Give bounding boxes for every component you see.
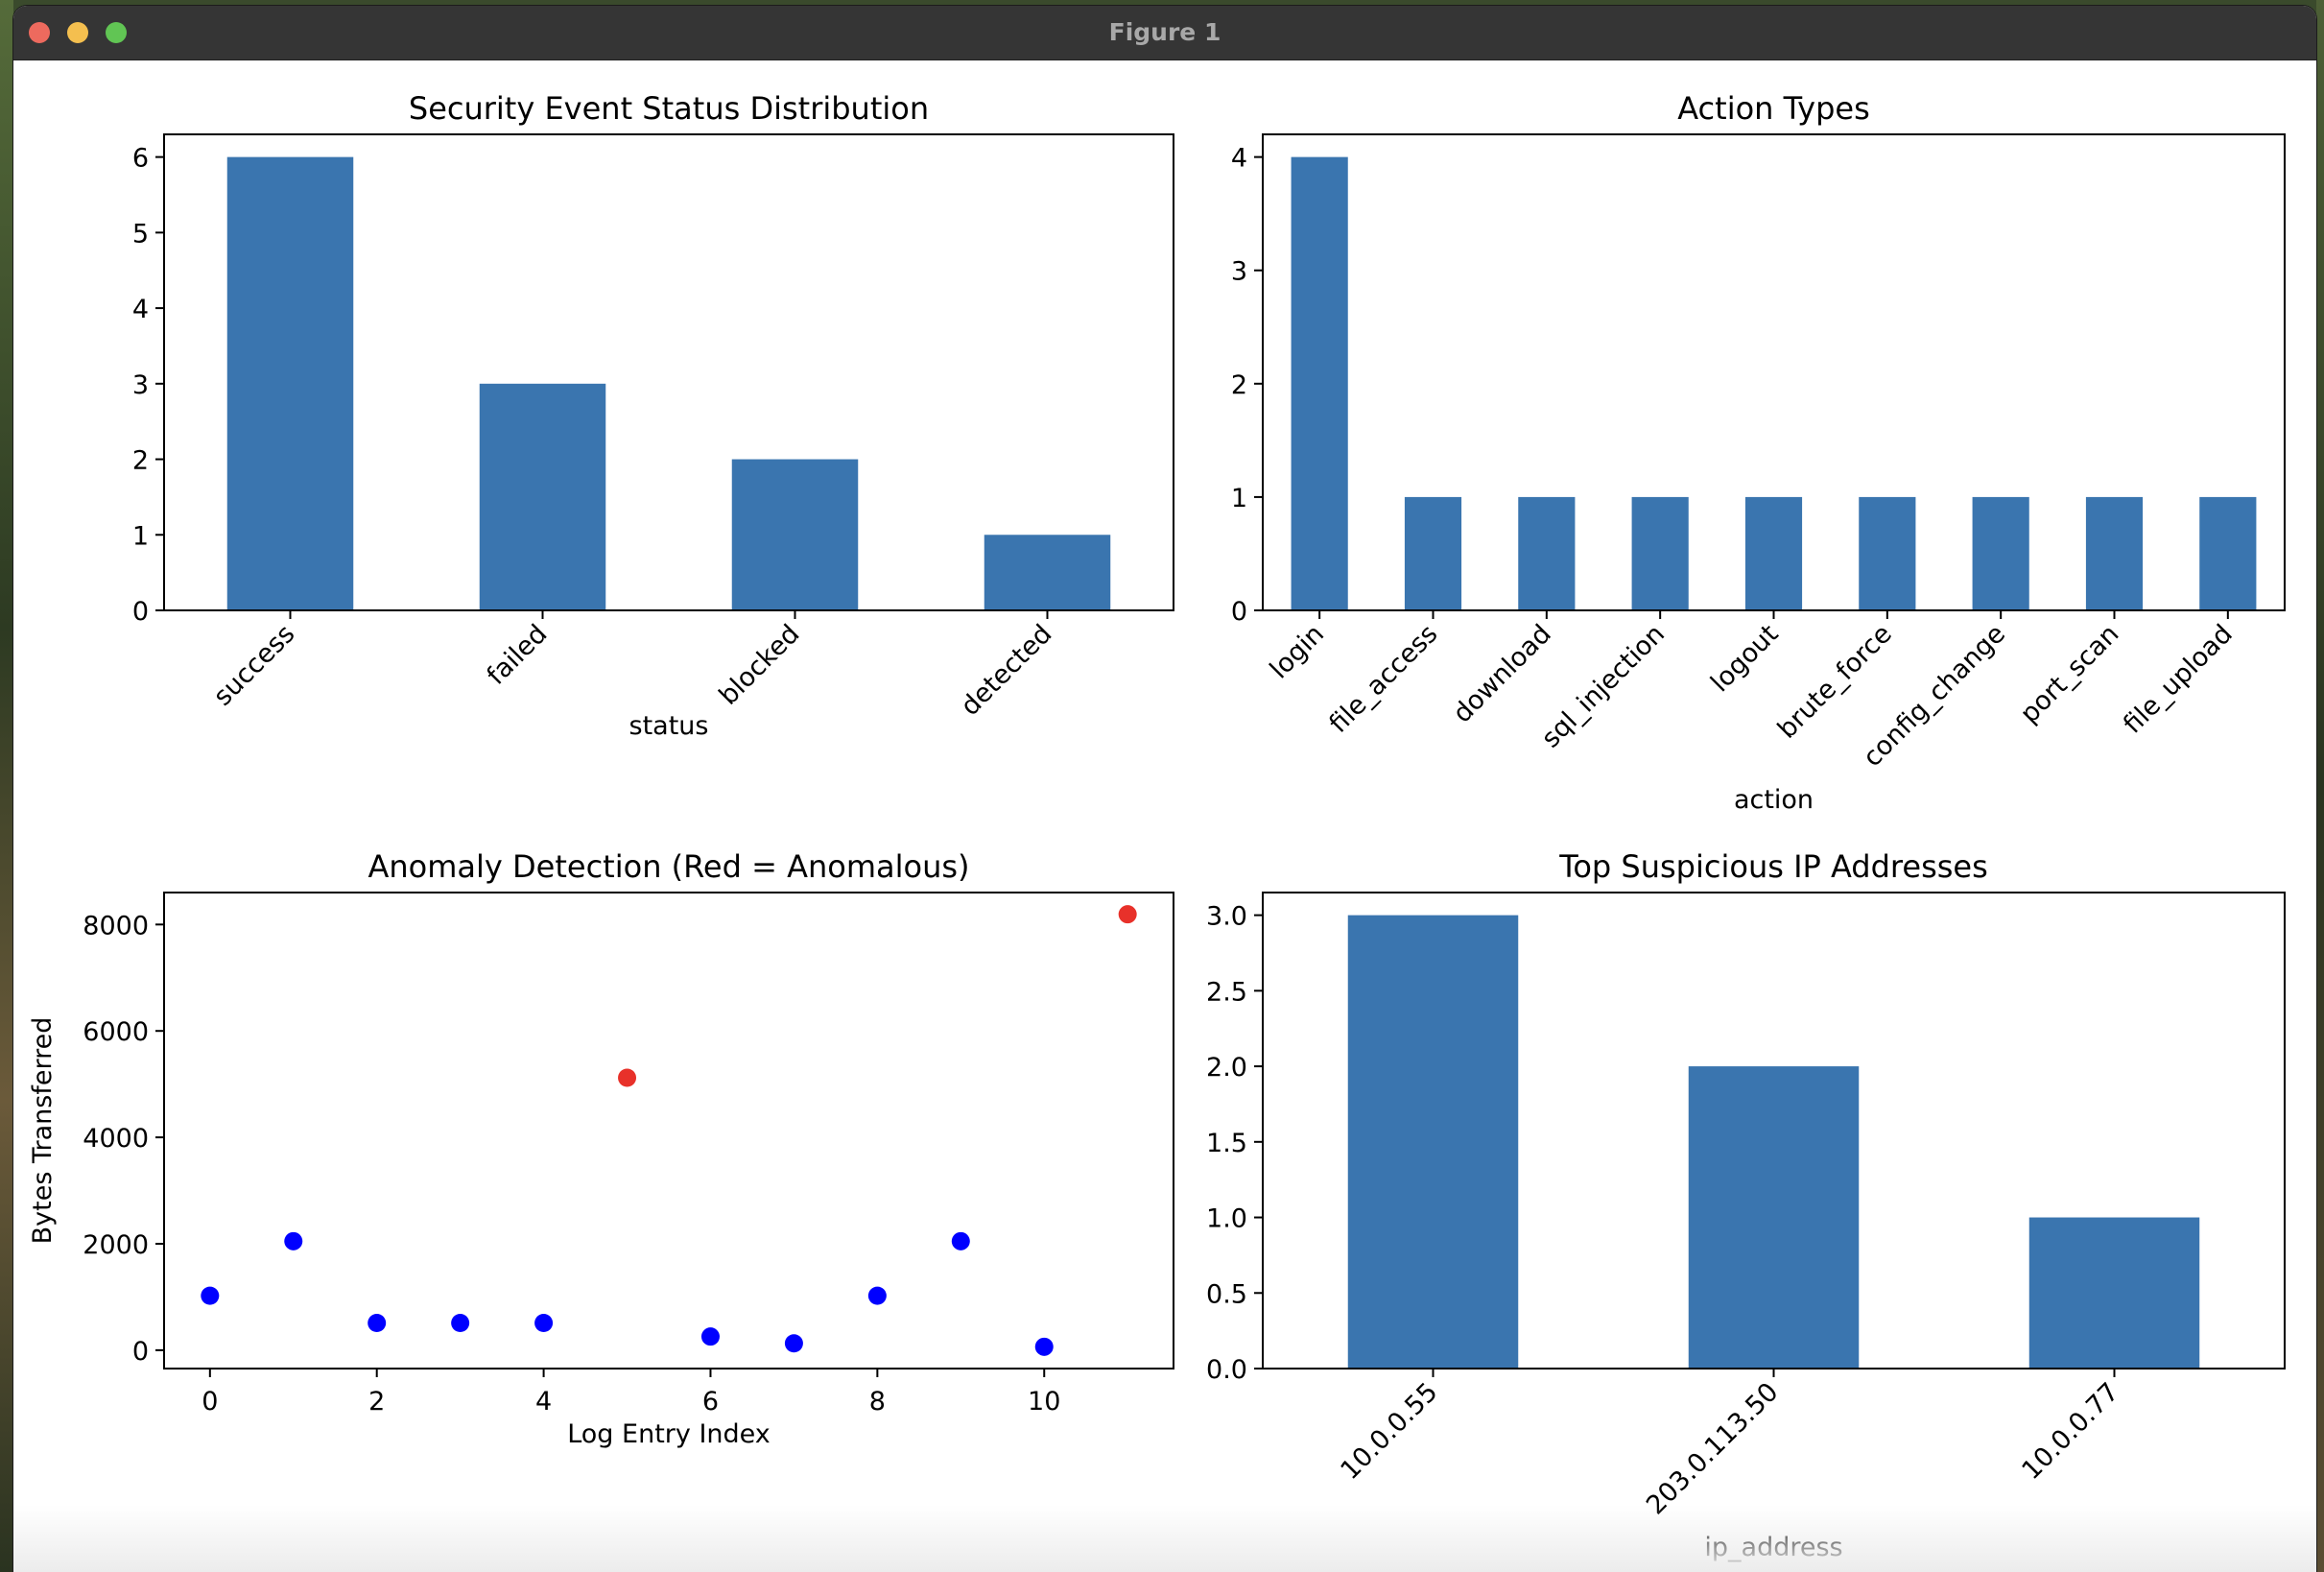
y-tick-label: 3.0	[1206, 902, 1247, 932]
x-tick-label: login	[1265, 619, 1330, 684]
axes-frame	[1262, 133, 2286, 611]
normal-point	[867, 1286, 887, 1305]
x-tick-label: download	[1448, 619, 1557, 728]
y-tick-label: 1.5	[1206, 1129, 1247, 1158]
axes-frame	[163, 133, 1174, 611]
y-tick-label: 1.0	[1206, 1204, 1247, 1234]
normal-point	[1034, 1337, 1054, 1356]
y-tick-label: 4000	[83, 1124, 149, 1154]
normal-point	[284, 1231, 303, 1250]
bar-detected	[984, 535, 1111, 610]
suspicious-ip-chart: 10.0.0.55 203.0.113.50 10.0.0.77 0.0 0.5 1.0 1…	[1206, 848, 2286, 1562]
y-axis-label: Bytes Transferred	[28, 1017, 58, 1245]
status-distribution-chart: success failed blocked detected 0 1 2 3 4 5 6 Secur…	[132, 90, 1174, 741]
y-tick-label: 5	[132, 219, 149, 249]
window-title: Figure 1	[1108, 18, 1221, 46]
y-tick-label: 1	[132, 521, 149, 551]
x-tick-label: 6	[702, 1387, 719, 1417]
axes-frame	[1262, 892, 2286, 1370]
bar-login	[1291, 156, 1348, 610]
x-tick-label: detected	[956, 619, 1058, 722]
x-tick-label: success	[208, 619, 301, 712]
y-tick-label: 2	[132, 446, 149, 476]
desktop-background-left	[0, 0, 13, 1572]
window-bottom-shade	[13, 1505, 2316, 1572]
x-tick-label: port_scan	[2015, 619, 2125, 729]
figure-window: Figure 1 success failed blocked detected 0 1 2…	[13, 6, 2316, 1572]
close-window-button[interactable]	[29, 22, 50, 43]
x-tick-label: 10	[1028, 1387, 1060, 1417]
y-tick-label: 6000	[83, 1017, 149, 1047]
bar-blocked	[731, 459, 859, 610]
minimize-window-button[interactable]	[67, 22, 88, 43]
x-axis-label: status	[629, 711, 709, 741]
y-tick-label: 2.5	[1206, 977, 1247, 1007]
bar-download	[1518, 496, 1576, 610]
chart-title: Anomaly Detection (Red = Anomalous)	[368, 848, 969, 885]
normal-point	[368, 1313, 387, 1332]
axes-frame	[163, 892, 1174, 1370]
window-titlebar[interactable]: Figure 1	[13, 6, 2316, 60]
bar-10-0-0-55	[1347, 915, 1519, 1369]
x-tick-label: 0	[202, 1387, 218, 1417]
x-tick-label: brute_force	[1772, 619, 1898, 745]
anomalous-point	[1118, 905, 1137, 924]
y-tick-label: 3	[132, 370, 149, 400]
x-tick-label: 10.0.0.55	[1335, 1377, 1443, 1486]
maximize-window-button[interactable]	[106, 22, 127, 43]
y-tick-label: 2000	[83, 1230, 149, 1260]
normal-point	[534, 1313, 554, 1332]
bar-10-0-0-77	[2028, 1217, 2200, 1369]
x-tick-label: 8	[869, 1387, 886, 1417]
bar-port-scan	[2085, 496, 2144, 610]
desktop-background-right	[2316, 0, 2324, 1572]
y-tick-label: 1	[1231, 484, 1247, 513]
y-tick-label: 4	[132, 295, 149, 324]
normal-point	[700, 1327, 720, 1346]
x-tick-label: file_access	[1324, 619, 1444, 739]
bar-file-upload	[2199, 496, 2257, 610]
y-tick-label: 0	[132, 1337, 149, 1367]
y-tick-label: 3	[1231, 257, 1247, 287]
anomaly-detection-chart: 0 2 4 6 8 10 0 2000 4000 6000 8000 Anomaly Detectio…	[28, 848, 1174, 1449]
chart-title: Top Suspicious IP Addresses	[1558, 848, 1988, 885]
anomalous-point	[618, 1068, 637, 1087]
y-tick-label: 0	[1231, 597, 1247, 627]
bar-failed	[479, 383, 606, 610]
chart-title: Security Event Status Distribution	[409, 90, 929, 127]
bar-203-0-113-50	[1688, 1066, 1860, 1369]
figure-canvas: success failed blocked detected 0 1 2 3 4 5 6 Secur…	[28, 90, 2286, 1562]
y-tick-label: 0.0	[1206, 1355, 1247, 1385]
x-tick-label: 203.0.113.50	[1641, 1377, 1784, 1520]
chart-title: Action Types	[1677, 90, 1870, 127]
y-tick-label: 0.5	[1206, 1279, 1247, 1309]
bar-success	[226, 156, 354, 610]
x-axis-label: Log Entry Index	[567, 1419, 771, 1449]
y-tick-label: 6	[132, 144, 149, 174]
x-tick-label: failed	[482, 619, 554, 691]
y-tick-label: 4	[1231, 144, 1247, 174]
bar-logout	[1744, 496, 1803, 610]
bar-brute-force	[1859, 496, 1916, 610]
normal-point	[451, 1313, 470, 1332]
y-tick-label: 2	[1231, 370, 1247, 400]
x-tick-label: 2	[368, 1387, 385, 1417]
x-axis-label: action	[1734, 785, 1814, 815]
y-tick-label: 8000	[83, 911, 149, 941]
x-tick-label: file_upload	[2118, 619, 2239, 740]
bar-file-access	[1404, 496, 1462, 610]
x-tick-label: 10.0.0.77	[2016, 1377, 2124, 1486]
y-tick-label: 0	[132, 597, 149, 627]
y-tick-label: 2.0	[1206, 1053, 1247, 1083]
x-tick-label: logout	[1705, 619, 1784, 698]
bar-sql-injection	[1631, 496, 1689, 610]
bar-config-change	[1972, 496, 2029, 610]
x-tick-label: 4	[535, 1387, 552, 1417]
x-tick-label: blocked	[714, 619, 806, 711]
normal-point	[951, 1231, 970, 1250]
normal-point	[784, 1334, 803, 1353]
normal-point	[201, 1286, 220, 1305]
